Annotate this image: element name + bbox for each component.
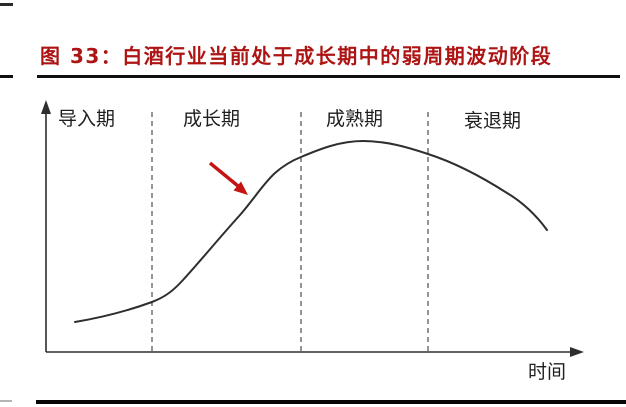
y-axis xyxy=(41,100,51,352)
y-axis-arrow-icon xyxy=(41,100,51,114)
phase-label-growth: 成长期 xyxy=(183,108,241,130)
current-stage-arrow-shaft xyxy=(208,161,240,188)
x-axis xyxy=(46,347,584,357)
bottom-rule-left-fragment xyxy=(0,400,12,402)
figure-title: 图 33：白酒行业当前处于成长期中的弱周期波动阶段 xyxy=(40,44,553,68)
current-stage-arrow-head xyxy=(233,181,248,195)
title-rule-left-fragment xyxy=(0,75,13,78)
x-axis-label: 时间 xyxy=(528,361,567,383)
phase-label-decline: 衰退期 xyxy=(464,110,522,132)
top-left-rule-fragment xyxy=(0,3,13,6)
x-axis-arrow-icon xyxy=(570,347,584,357)
bottom-rule xyxy=(36,400,626,404)
phase-label-maturity: 成熟期 xyxy=(326,108,384,130)
lifecycle-curve xyxy=(74,139,548,323)
current-stage-arrow-icon xyxy=(208,161,248,195)
title-rule xyxy=(37,75,620,78)
phase-label-introduction: 导入期 xyxy=(58,108,116,130)
